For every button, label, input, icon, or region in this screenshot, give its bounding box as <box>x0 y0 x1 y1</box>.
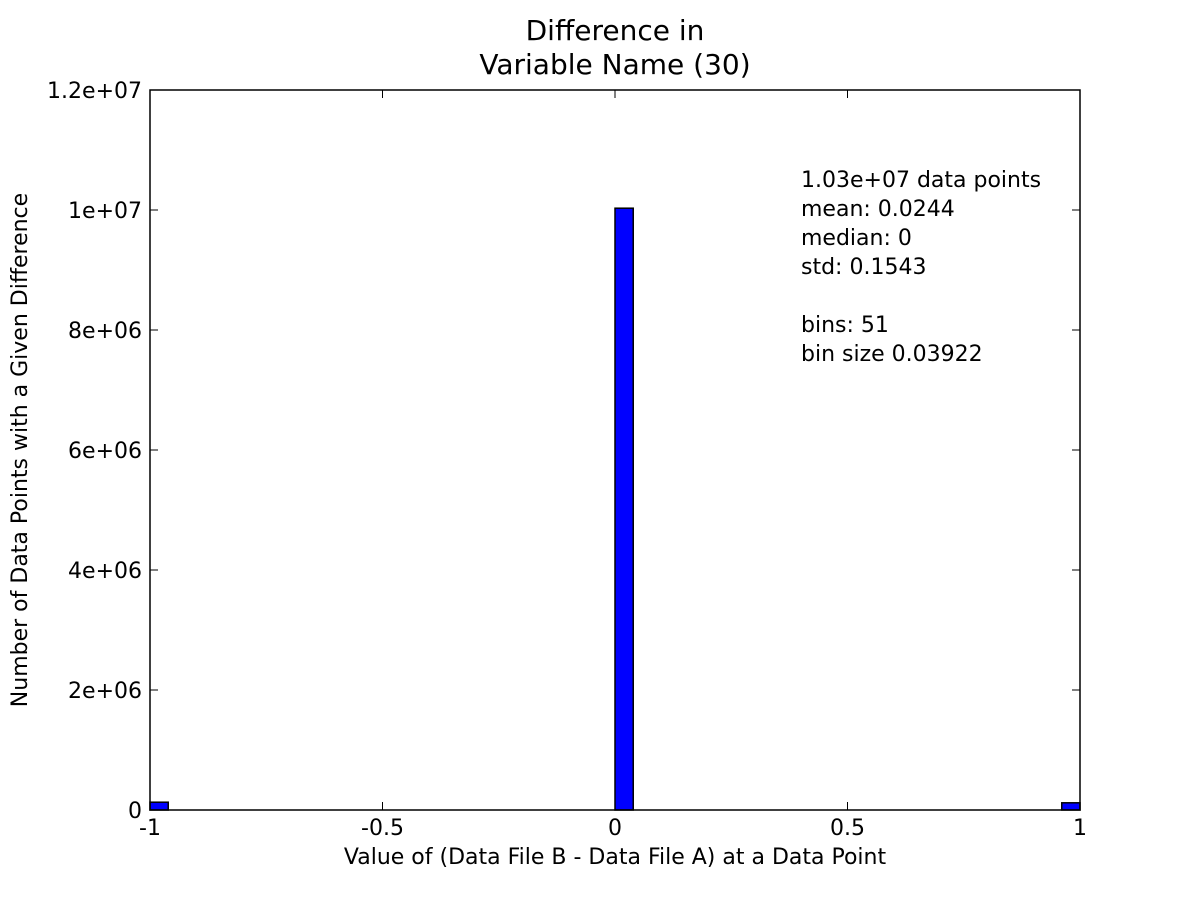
chart-title-line-2: Variable Name (30) <box>479 48 750 81</box>
stats-line-1: mean: 0.0244 <box>801 197 955 222</box>
stats-line-6: bin size 0.03922 <box>801 342 983 367</box>
axis-ticks: -1 -0.5 0 0.5 1 0 2e+06 4e+06 6e+06 8e+06 1e+07 1.2… <box>47 79 1087 841</box>
histogram-bar-0 <box>149 801 169 811</box>
x-tick-label: -0.5 <box>361 816 404 841</box>
histogram-bars <box>149 207 1081 811</box>
y-tick-label: 0 <box>128 799 142 824</box>
stats-line-0: 1.03e+07 data points <box>801 168 1041 193</box>
y-tick-label: 8e+06 <box>68 319 142 344</box>
x-tick-label: 0 <box>608 816 622 841</box>
y-tick-label: 4e+06 <box>68 559 142 584</box>
x-tick-label: 1 <box>1073 816 1087 841</box>
x-tick-label: -1 <box>139 816 161 841</box>
histogram-bar-1 <box>614 207 634 811</box>
y-tick-label: 1e+07 <box>68 199 142 224</box>
y-axis-label: Number of Data Points with a Given Diffe… <box>8 193 33 707</box>
x-tick-label: 0.5 <box>830 816 865 841</box>
chart-title-line-1: Difference in <box>526 14 705 47</box>
y-tick-label: 2e+06 <box>68 679 142 704</box>
stats-annotation: 1.03e+07 data points mean: 0.0244 median: … <box>801 168 1041 367</box>
histogram-bar-2 <box>1061 802 1081 811</box>
y-tick-label: 1.2e+07 <box>47 79 142 104</box>
y-tick-label: 6e+06 <box>68 439 142 464</box>
stats-line-2: median: 0 <box>801 226 912 251</box>
plot-frame <box>149 89 1081 811</box>
stats-line-5: bins: 51 <box>801 313 889 338</box>
stats-line-3: std: 0.1543 <box>801 255 926 280</box>
x-axis-label: Value of (Data File B - Data File A) at … <box>344 845 887 870</box>
